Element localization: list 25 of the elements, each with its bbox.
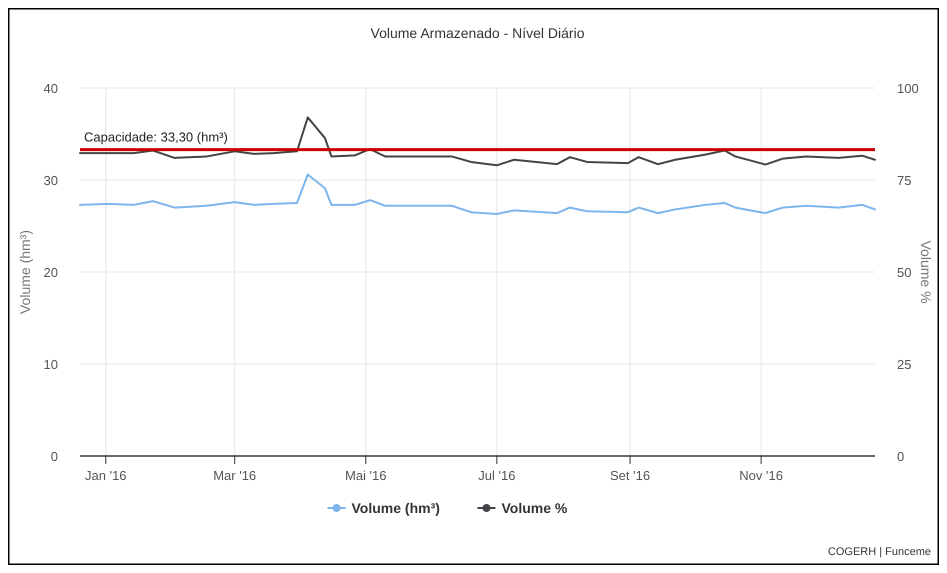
y2-axis-title: Volume % — [918, 240, 934, 304]
y2-tick-label: 75 — [897, 173, 912, 188]
ref-line-label: Capacidade: 33,30 (hm³) — [84, 130, 228, 145]
y2-tick-label: 0 — [897, 449, 904, 464]
line-series — [79, 116, 876, 166]
y-axis-title: Volume (hm³) — [17, 230, 33, 314]
legend-label: Volume (hm³) — [352, 500, 440, 516]
y-tick-label: 30 — [44, 173, 58, 188]
y2-tick-label: 100 — [897, 81, 919, 96]
line-series — [79, 173, 876, 216]
y2-tick-label: 25 — [897, 357, 912, 372]
x-tick-label: Mai '16 — [345, 468, 387, 483]
x-tick-label: Set '16 — [610, 468, 650, 483]
text: COGERH | Funceme — [828, 546, 931, 558]
y-tick-label: 0 — [50, 449, 58, 464]
x-tick-label: Mar '16 — [213, 468, 256, 483]
x-tick-label: Nov '16 — [739, 468, 783, 483]
legend-label: Volume % — [502, 500, 568, 516]
chart-title: Volume Armazenado - Nível Diário — [370, 25, 585, 41]
y2-tick-label: 50 — [897, 265, 912, 280]
x-tick-label: Jan '16 — [85, 468, 127, 483]
y-tick-label: 40 — [44, 81, 58, 96]
y-tick-label: 10 — [44, 357, 58, 372]
x-tick-label: Jul '16 — [478, 468, 516, 483]
y-tick-label: 20 — [44, 265, 58, 280]
